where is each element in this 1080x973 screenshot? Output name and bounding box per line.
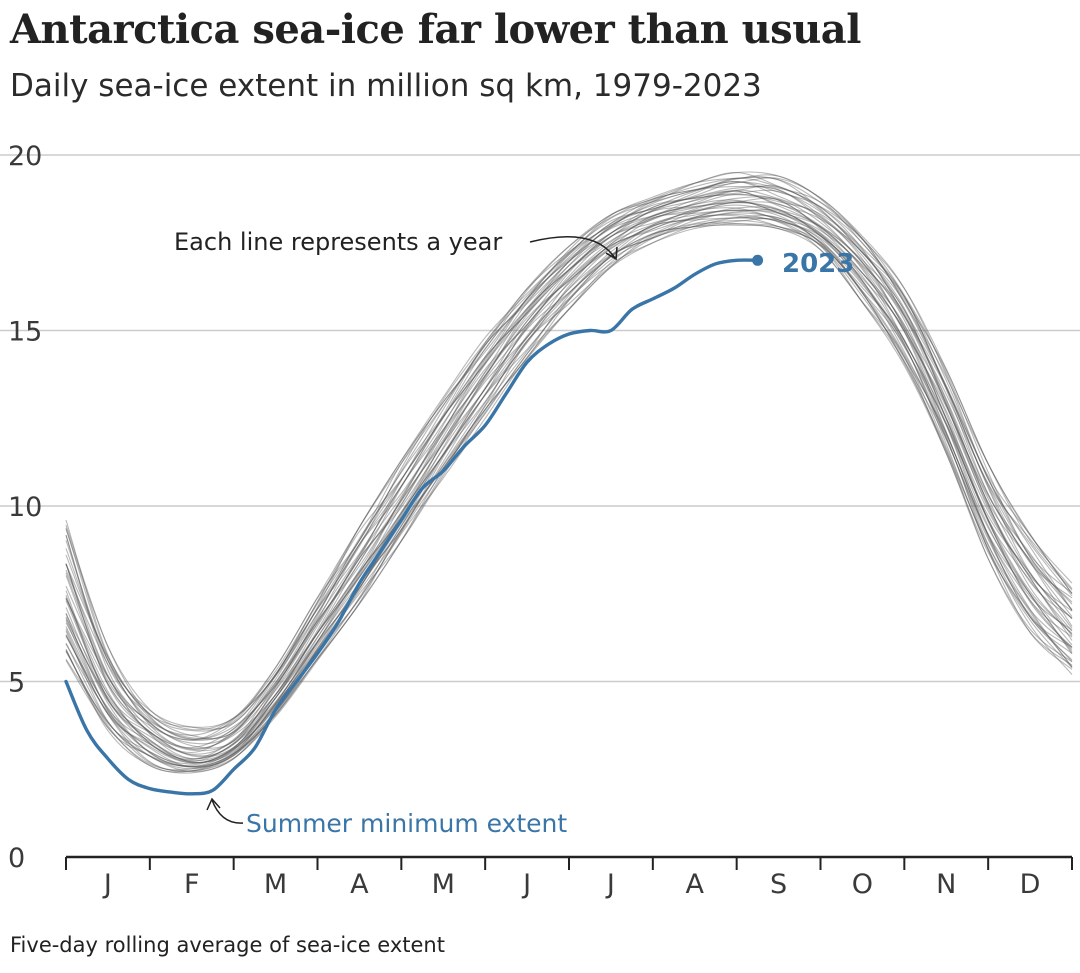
year-line [65, 185, 1073, 745]
year-line [65, 222, 1073, 773]
footnote: Five-day rolling average of sea-ice exte… [10, 933, 445, 957]
year-line [65, 196, 1073, 758]
year-line [65, 209, 1073, 768]
x-tick-label: M [432, 869, 455, 900]
y-tick-label: 15 [8, 317, 42, 348]
year-line [65, 224, 1073, 774]
year-line [65, 176, 1073, 740]
annotation-minimum-arrow [211, 799, 244, 824]
annotation-years-arrowhead [605, 246, 618, 261]
y-tick-label: 0 [8, 843, 25, 874]
year-line [65, 204, 1073, 760]
year-line [65, 185, 1073, 749]
annotation-years-arrow [529, 236, 616, 259]
year-line [65, 218, 1073, 768]
year-line [65, 177, 1073, 728]
year-line [65, 207, 1073, 767]
y-tick-label: 5 [8, 668, 25, 699]
x-tick-label: J [102, 869, 112, 900]
year-line [65, 193, 1073, 749]
year-line [65, 174, 1073, 730]
year-line [65, 189, 1073, 741]
year-line [65, 190, 1073, 754]
year-line [65, 181, 1073, 741]
x-tick-label: S [770, 869, 787, 900]
year-line [65, 213, 1073, 767]
year-line [65, 171, 1073, 731]
year-line [65, 181, 1073, 736]
year-line [65, 189, 1073, 750]
x-tick-label: O [852, 869, 873, 900]
year-line [65, 208, 1073, 762]
x-tick-label: D [1020, 869, 1041, 900]
x-tick-label: J [605, 869, 615, 900]
year-line [65, 201, 1073, 760]
y-tick-label: 20 [8, 141, 42, 172]
year-line [65, 177, 1073, 740]
annotation-2023-label: 2023 [782, 249, 854, 279]
annotation-minimum-arrowhead [206, 797, 221, 811]
year-line [65, 206, 1073, 764]
chart-subtitle: Daily sea-ice extent in million sq km, 1… [10, 68, 762, 104]
year-line [65, 209, 1073, 764]
annotation-minimum: Summer minimum extent [246, 809, 567, 838]
year-line [65, 212, 1073, 765]
y-tick-label: 10 [8, 492, 42, 523]
year-line [65, 172, 1073, 741]
x-tick-label: M [264, 869, 287, 900]
year-line [65, 223, 1073, 771]
gridlines [0, 154, 1080, 683]
year-line [65, 209, 1073, 768]
chart-title: Antarctica sea-ice far lower than usual [10, 6, 861, 53]
year-line [65, 217, 1073, 770]
annotations: Each line represents a year 2023 Summer mi… [174, 228, 854, 838]
series-2023-end-dot [752, 254, 764, 266]
year-line [65, 197, 1073, 752]
year-line [65, 202, 1073, 764]
x-tick-label: J [521, 869, 531, 900]
historical-lines [65, 171, 1073, 774]
year-line [65, 214, 1073, 772]
year-line [65, 201, 1073, 755]
y-tick-labels: 0 5 10 15 20 [8, 141, 42, 874]
year-line [65, 185, 1073, 740]
year-line [65, 219, 1073, 772]
year-line [65, 194, 1073, 757]
year-line [65, 217, 1073, 773]
year-line [65, 176, 1073, 732]
x-tick-label: F [184, 869, 200, 900]
year-line [65, 215, 1073, 768]
year-line [65, 181, 1073, 750]
annotation-years: Each line represents a year [174, 228, 502, 256]
x-tick-label: A [350, 869, 369, 900]
highlight-series [64, 254, 764, 796]
year-line [65, 199, 1073, 762]
year-line [65, 190, 1073, 760]
x-tick-label: A [686, 869, 705, 900]
year-line [65, 200, 1073, 764]
x-tick-label: N [936, 869, 956, 900]
series-2023-line [64, 258, 760, 796]
